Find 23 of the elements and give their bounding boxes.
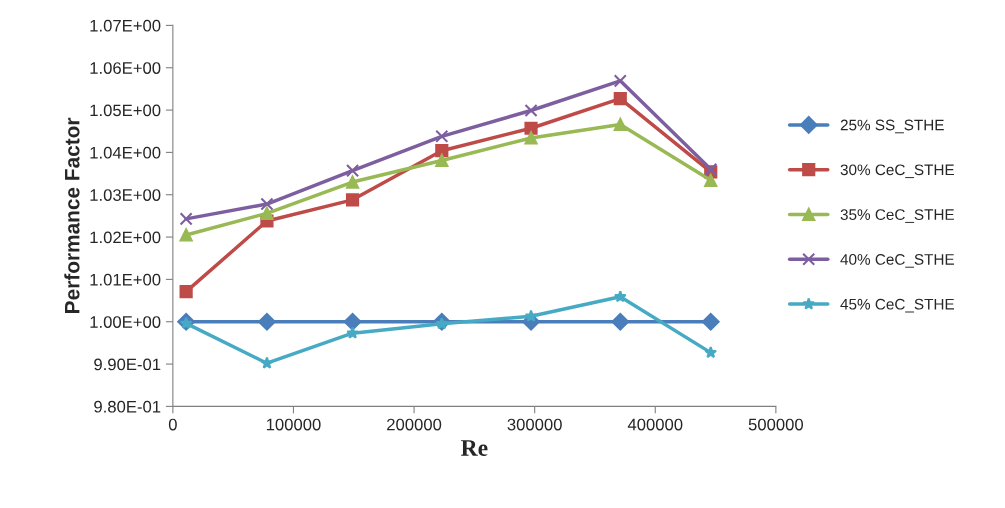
y-tick-label: 1.05E+00 (90, 104, 161, 117)
legend-label: 25% SS_STHE (840, 119, 944, 134)
y-tick-label: 1.01E+00 (90, 273, 161, 286)
y-tick-label: 1.03E+00 (90, 189, 161, 201)
x-tick-label: 100000 (266, 418, 321, 431)
y-tick-label: 1.06E+00 (90, 62, 161, 74)
y-tick-label: 1.00E+00 (90, 316, 161, 328)
y-tick-label: 1.04E+00 (90, 146, 161, 159)
x-tick-label: 200000 (387, 418, 442, 431)
y-tick-label: 1.07E+00 (90, 19, 161, 32)
legend-label: 40% CeC_STHE (840, 253, 954, 268)
y-tick-label: 9.80E-01 (94, 400, 161, 413)
x-tick-label: 300000 (507, 418, 562, 431)
legend-label: 30% CeC_STHE (840, 164, 954, 179)
y-axis-title: Performance Factor (64, 117, 80, 313)
legend-label: 35% CeC_STHE (840, 209, 954, 223)
x-tick-label: 0 (168, 418, 177, 431)
x-axis-title: Re (461, 440, 488, 456)
legend-label: 45% CeC_STHE (840, 298, 954, 313)
y-tick-label: 1.02E+00 (90, 231, 161, 244)
x-tick-label: 400000 (627, 418, 683, 431)
y-tick-label: 9.90E-01 (94, 358, 161, 371)
x-tick-label: 500000 (748, 418, 804, 431)
